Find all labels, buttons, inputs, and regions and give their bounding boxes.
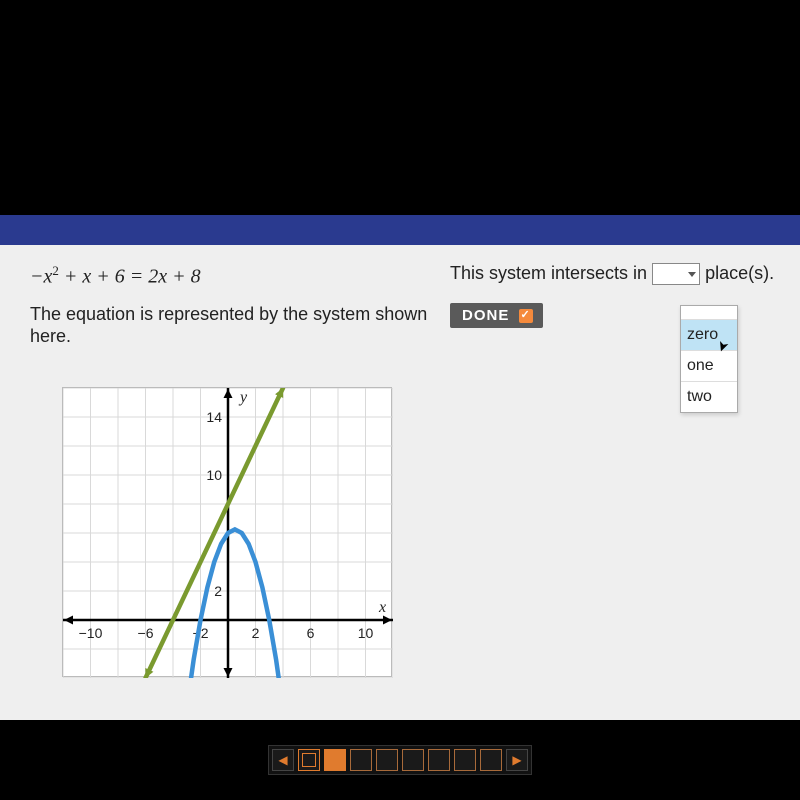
dropdown-menu: zero➤onetwo <box>680 305 738 413</box>
graph-panel: −10−6−2261021014yx <box>62 387 392 677</box>
done-button[interactable]: DONE <box>450 303 543 328</box>
prev-page-button[interactable]: ◀ <box>272 749 294 771</box>
page-indicator-5[interactable] <box>402 749 424 771</box>
page-indicator-4[interactable] <box>376 749 398 771</box>
svg-text:10: 10 <box>358 625 374 641</box>
svg-text:x: x <box>378 599 386 616</box>
check-icon <box>519 309 533 323</box>
prompt-line: This system intersects in place(s). <box>450 263 780 285</box>
prompt-prefix: This system intersects in <box>450 263 647 283</box>
page-indicator-6[interactable] <box>428 749 450 771</box>
svg-text:2: 2 <box>252 625 260 641</box>
svg-text:10: 10 <box>206 467 222 483</box>
dropdown-option-one[interactable]: one <box>681 351 737 382</box>
dropdown-option-zero[interactable]: zero➤ <box>681 320 737 351</box>
svg-text:2: 2 <box>214 583 222 599</box>
svg-text:−6: −6 <box>138 625 154 641</box>
dropdown-option-two[interactable]: two <box>681 382 737 412</box>
prompt-suffix: place(s). <box>700 263 774 283</box>
svg-text:14: 14 <box>206 409 222 425</box>
top-black-region <box>0 0 800 215</box>
system-graph: −10−6−2261021014yx <box>63 388 393 678</box>
next-page-button[interactable]: ▶ <box>506 749 528 771</box>
svg-text:y: y <box>238 389 248 406</box>
page-navigator: ◀ ▶ <box>268 745 532 775</box>
window-titlebar-strip <box>0 215 800 245</box>
triangle-right-icon: ▶ <box>512 753 521 767</box>
dropdown-blank-option[interactable] <box>681 306 737 320</box>
page-indicator-3[interactable] <box>350 749 372 771</box>
page-indicator-1[interactable] <box>298 749 320 771</box>
done-label: DONE <box>462 307 509 324</box>
page-indicator-7[interactable] <box>454 749 476 771</box>
page-indicator-8[interactable] <box>480 749 502 771</box>
description-text: The equation is represented by the syste… <box>30 303 430 348</box>
triangle-left-icon: ◀ <box>278 753 287 767</box>
content-area: −x2 + x + 6 = 2x + 8 The equation is rep… <box>0 245 800 720</box>
answer-panel: This system intersects in place(s). DONE… <box>450 263 780 328</box>
svg-text:6: 6 <box>307 625 315 641</box>
page-indicator-2[interactable] <box>324 749 346 771</box>
svg-text:−10: −10 <box>79 625 103 641</box>
answer-dropdown[interactable] <box>652 263 700 285</box>
bottom-bar: ◀ ▶ <box>0 720 800 800</box>
